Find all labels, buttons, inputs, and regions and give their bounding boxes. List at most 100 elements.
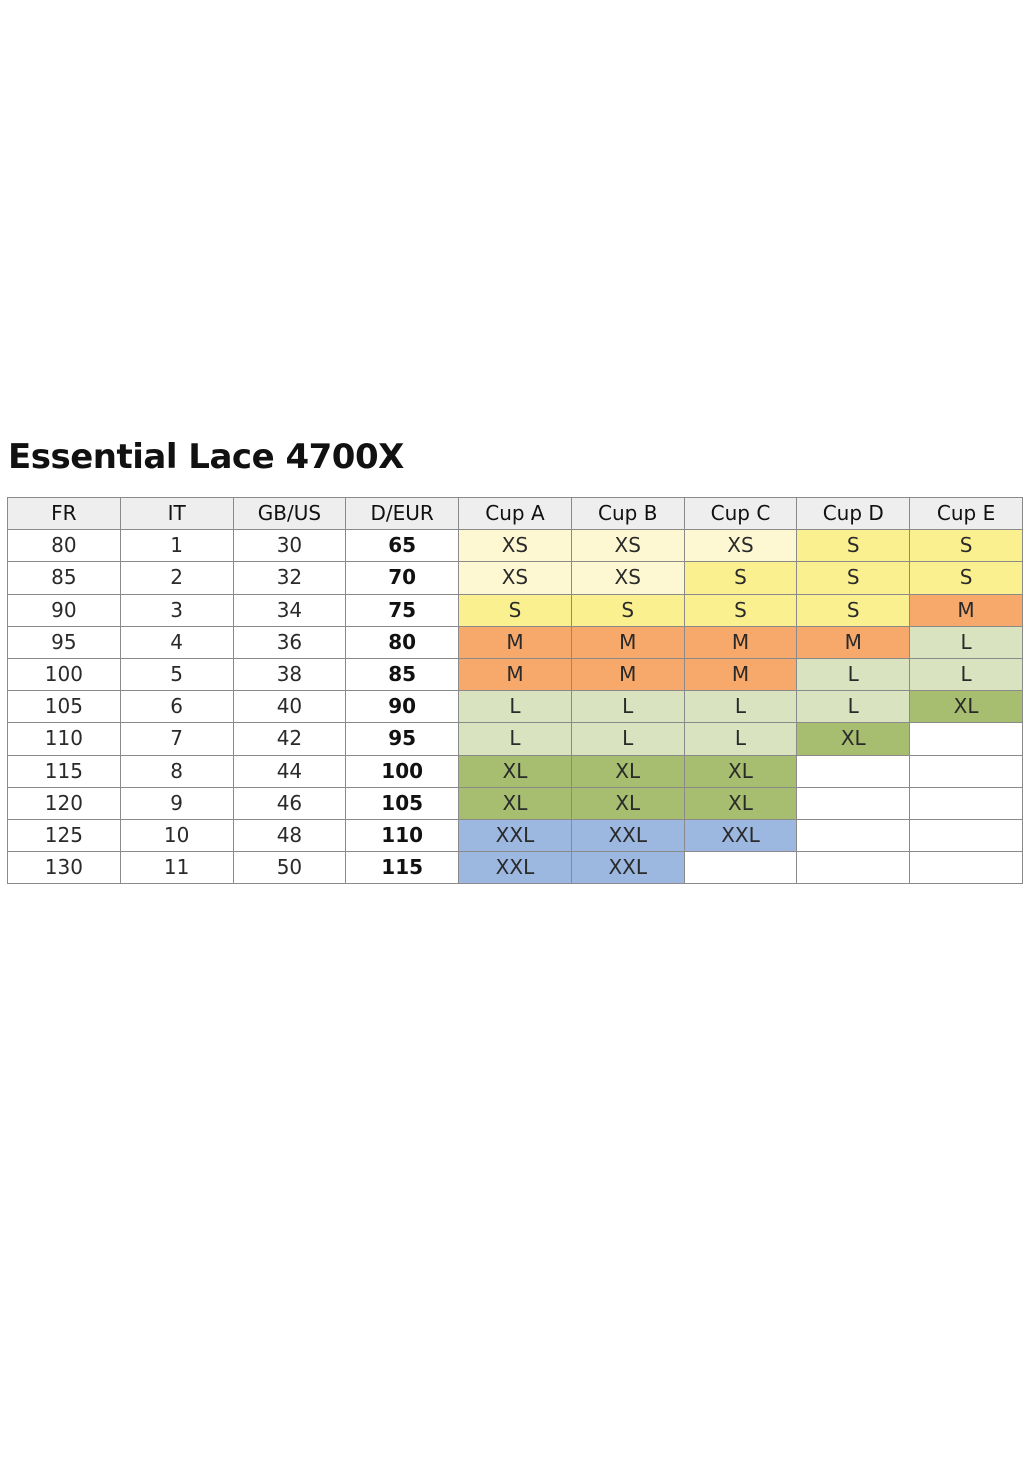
cell-cup-d: M <box>796 625 911 659</box>
cell-it: 11 <box>119 851 234 885</box>
cell-it: 3 <box>119 593 234 627</box>
cell-fr: 110 <box>7 722 121 756</box>
cell-gb-us: 36 <box>232 625 347 659</box>
cell-cup-c: XS <box>683 529 798 563</box>
cell-cup-d: S <box>796 593 911 627</box>
cell-cup-e <box>909 786 1023 820</box>
cell-it: 2 <box>119 561 234 595</box>
table-row: 90 3 34 75 S S S S M <box>7 593 1023 627</box>
column-header-cup-d: Cup D <box>796 496 911 531</box>
cell-cup-e <box>909 818 1023 853</box>
cell-d-eur: 95 <box>345 722 460 756</box>
column-header-cup-c: Cup C <box>683 496 798 531</box>
column-header-cup-e: Cup E <box>909 496 1023 531</box>
cell-d-eur: 85 <box>345 657 460 692</box>
cell-cup-a: XL <box>458 754 572 788</box>
cell-cup-b: XL <box>570 786 685 820</box>
cell-cup-a: XL <box>458 786 572 820</box>
cell-gb-us: 42 <box>232 722 347 756</box>
cell-it: 1 <box>119 529 234 563</box>
cell-d-eur: 100 <box>345 754 460 788</box>
table-row: 80 1 30 65 XS XS XS S S <box>7 529 1023 563</box>
table-row: 95 4 36 80 M M M M L <box>7 625 1023 659</box>
cell-cup-a: XXL <box>458 851 572 885</box>
cell-cup-b: XS <box>570 561 685 595</box>
cell-cup-c: L <box>683 722 798 756</box>
cell-cup-c: XL <box>683 786 798 820</box>
table-header-row: FR IT GB/US D/EUR Cup A Cup B Cup C Cup … <box>7 496 1023 531</box>
cell-fr: 80 <box>7 529 121 563</box>
table-row: 100 5 38 85 M M M L L <box>7 657 1023 692</box>
column-header-d-eur: D/EUR <box>345 496 460 531</box>
cell-cup-e: S <box>909 529 1023 563</box>
table-row: 110 7 42 95 L L L XL <box>7 722 1023 756</box>
cell-it: 5 <box>119 657 234 692</box>
table-row: 120 9 46 105 XL XL XL <box>7 786 1023 820</box>
cell-it: 7 <box>119 722 234 756</box>
cell-cup-a: S <box>458 593 572 627</box>
cell-gb-us: 32 <box>232 561 347 595</box>
table-row: 85 2 32 70 XS XS S S S <box>7 561 1023 595</box>
cell-fr: 130 <box>7 851 121 885</box>
cell-gb-us: 34 <box>232 593 347 627</box>
table-body: 80 1 30 65 XS XS XS S S 85 2 32 70 XS XS S S S 90 3 34 75 S S S S… <box>7 529 1023 885</box>
table-row: 125 10 48 110 XXL XXL XXL <box>7 818 1023 853</box>
cell-it: 8 <box>119 754 234 788</box>
cell-cup-b: XS <box>570 529 685 563</box>
cell-d-eur: 80 <box>345 625 460 659</box>
cell-fr: 85 <box>7 561 121 595</box>
cell-gb-us: 30 <box>232 529 347 563</box>
cell-cup-a: L <box>458 690 572 724</box>
cell-cup-e: M <box>909 593 1023 627</box>
cell-fr: 105 <box>7 690 121 724</box>
cell-cup-d <box>796 851 911 885</box>
cell-d-eur: 105 <box>345 786 460 820</box>
column-header-fr: FR <box>7 496 121 531</box>
column-header-cup-b: Cup B <box>570 496 685 531</box>
cell-fr: 125 <box>7 818 121 853</box>
cell-cup-a: XS <box>458 529 572 563</box>
cell-cup-c: XL <box>683 754 798 788</box>
cell-cup-c: S <box>683 561 798 595</box>
table-row: 105 6 40 90 L L L L XL <box>7 690 1023 724</box>
cell-cup-a: XS <box>458 561 572 595</box>
cell-cup-d: S <box>796 529 911 563</box>
cell-gb-us: 40 <box>232 690 347 724</box>
cell-cup-b: XXL <box>570 818 685 853</box>
cell-cup-b: M <box>570 657 685 692</box>
cell-fr: 95 <box>7 625 121 659</box>
cell-it: 9 <box>119 786 234 820</box>
cell-cup-e <box>909 754 1023 788</box>
cell-cup-b: L <box>570 722 685 756</box>
cell-it: 6 <box>119 690 234 724</box>
cell-cup-e: XL <box>909 690 1023 724</box>
cell-cup-e: L <box>909 625 1023 659</box>
column-header-it: IT <box>119 496 234 531</box>
cell-cup-b: XXL <box>570 851 685 885</box>
cell-cup-d <box>796 786 911 820</box>
cell-cup-c: S <box>683 593 798 627</box>
cell-cup-d: XL <box>796 722 911 756</box>
cell-cup-c: XXL <box>683 818 798 853</box>
cell-cup-b: XL <box>570 754 685 788</box>
cell-cup-d: L <box>796 657 911 692</box>
cell-d-eur: 65 <box>345 529 460 563</box>
cell-cup-d <box>796 818 911 853</box>
cell-cup-a: M <box>458 657 572 692</box>
cell-cup-d: S <box>796 561 911 595</box>
cell-cup-e: L <box>909 657 1023 692</box>
cell-d-eur: 90 <box>345 690 460 724</box>
cell-cup-b: S <box>570 593 685 627</box>
cell-cup-b: L <box>570 690 685 724</box>
cell-cup-e <box>909 851 1023 885</box>
size-chart-table: FR IT GB/US D/EUR Cup A Cup B Cup C Cup … <box>7 496 1023 885</box>
cell-cup-c: M <box>683 625 798 659</box>
cell-gb-us: 48 <box>232 818 347 853</box>
cell-cup-d: L <box>796 690 911 724</box>
cell-cup-a: M <box>458 625 572 659</box>
table-row: 115 8 44 100 XL XL XL <box>7 754 1023 788</box>
cell-cup-e: S <box>909 561 1023 595</box>
cell-d-eur: 70 <box>345 561 460 595</box>
cell-gb-us: 50 <box>232 851 347 885</box>
column-header-cup-a: Cup A <box>458 496 572 531</box>
